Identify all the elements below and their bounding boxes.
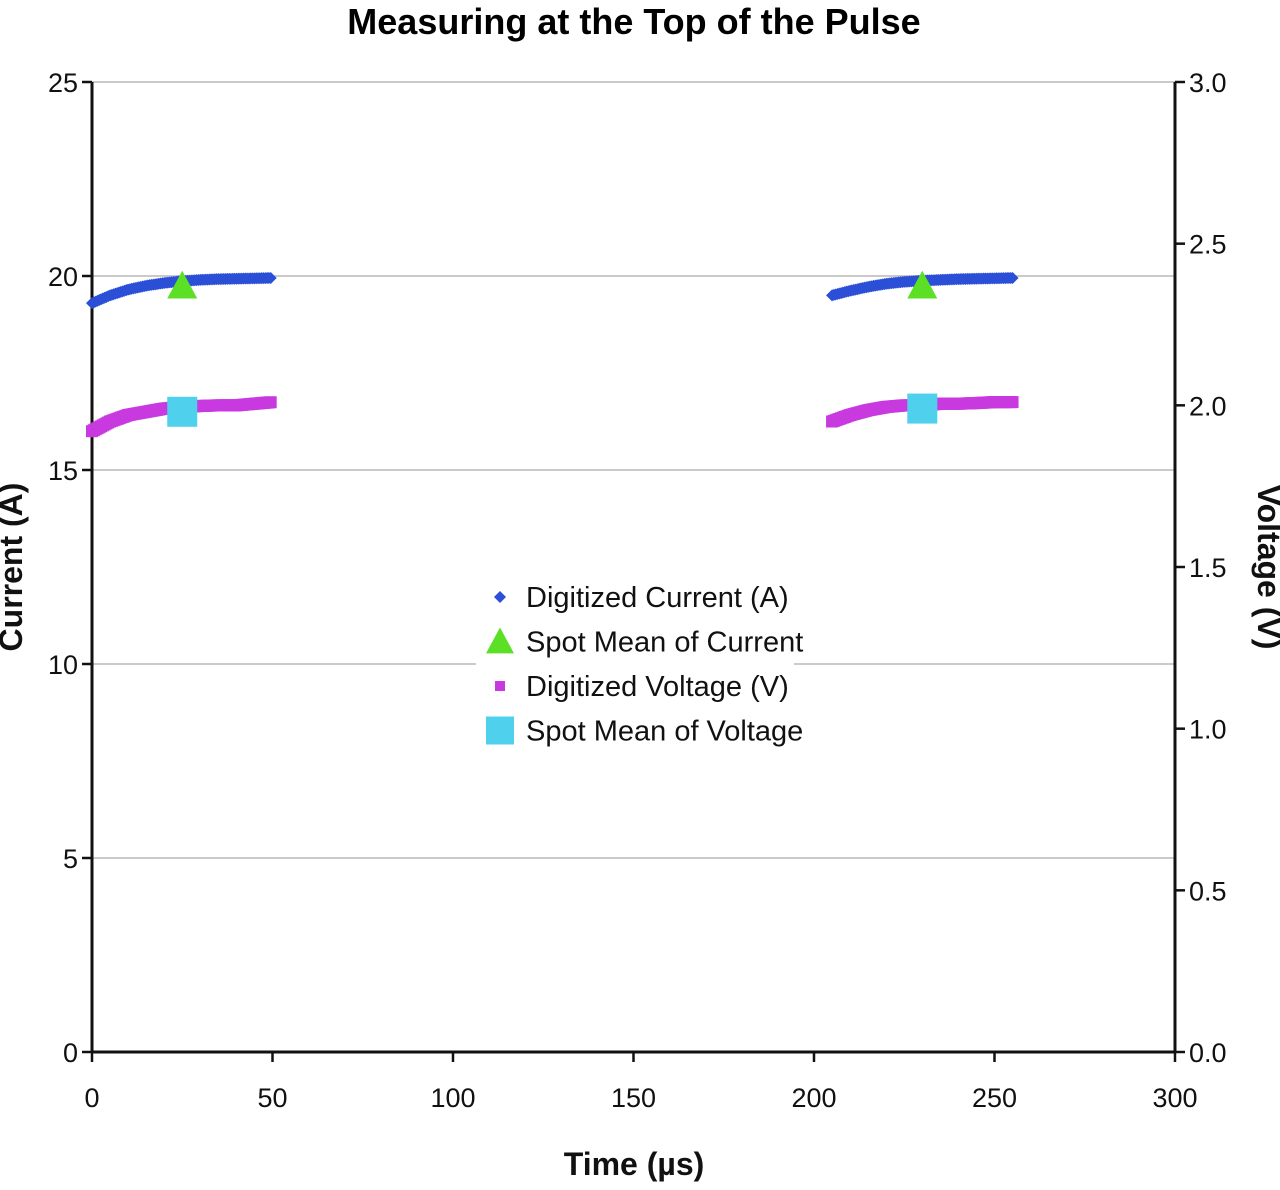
y2-tick-label: 0.5 <box>1189 876 1227 906</box>
legend-label: Digitized Voltage (V) <box>526 671 789 703</box>
legend-marker <box>495 681 505 691</box>
y-tick-label: 0 <box>63 1038 78 1068</box>
y-tick-label: 20 <box>48 262 78 292</box>
axes <box>82 80 1185 1062</box>
legend-marker <box>486 627 514 654</box>
x-tick-label: 250 <box>972 1083 1017 1113</box>
y-axis-label: Current (A) <box>0 483 29 652</box>
x-tick-label: 200 <box>791 1083 836 1113</box>
y2-tick-label: 1.0 <box>1189 715 1227 745</box>
legend-background <box>476 572 794 752</box>
spot-mean-point <box>907 393 938 424</box>
y2-axis-label: Voltage (V) <box>1251 485 1280 650</box>
y2-tick-label: 2.5 <box>1189 230 1227 260</box>
y2-tick-label: 2.0 <box>1189 391 1227 421</box>
gridlines <box>92 81 1175 1053</box>
data-point <box>264 271 277 284</box>
y2-tick-label: 1.5 <box>1189 553 1227 583</box>
legend: Digitized Current (A) Spot Mean of Curren… <box>486 582 803 748</box>
legend-marker <box>494 591 506 603</box>
x-tick-label: 300 <box>1152 1083 1197 1113</box>
data-marks <box>86 270 1019 438</box>
legend-label: Digitized Current (A) <box>526 582 789 614</box>
chart-title: Measuring at the Top of the Pulse <box>347 1 920 42</box>
tick-labels: 0 5 10 15 20 25 0.0 0.5 1.0 1.5 2.0 2.5 3.0 0 50 100 150… <box>48 68 1227 1113</box>
y2-tick-label: 3.0 <box>1189 68 1227 98</box>
x-tick-label: 100 <box>430 1083 475 1113</box>
y-tick-label: 15 <box>48 456 78 486</box>
legend-label: Spot Mean of Current <box>526 627 803 659</box>
legend-label: Spot Mean of Voltage <box>526 716 803 748</box>
y-tick-label: 25 <box>48 68 78 98</box>
y-tick-label: 10 <box>48 650 78 680</box>
legend-marker <box>486 716 514 745</box>
y2-tick-label: 0.0 <box>1189 1038 1227 1068</box>
spot-mean-point <box>167 396 198 427</box>
x-tick-label: 150 <box>611 1083 656 1113</box>
x-tick-label: 0 <box>84 1083 99 1113</box>
y-tick-label: 5 <box>63 844 78 874</box>
x-axis-label: Time (µs) <box>564 1146 705 1182</box>
data-point <box>1006 396 1019 409</box>
x-tick-label: 50 <box>257 1083 287 1113</box>
data-point <box>1006 271 1019 284</box>
data-point <box>264 396 277 409</box>
spot-mean-point <box>167 270 198 299</box>
spot-mean-point <box>907 270 938 299</box>
